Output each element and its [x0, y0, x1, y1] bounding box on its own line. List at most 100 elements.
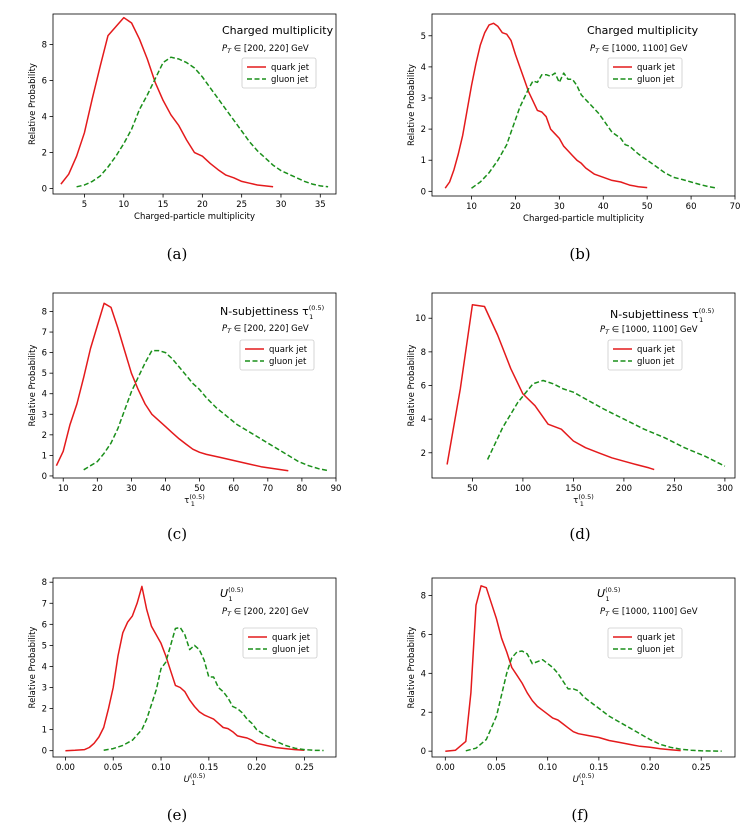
y-tick-label: 0	[421, 187, 426, 197]
x-tick-label: 0.00	[436, 763, 455, 773]
legend: quark jet gluon jet	[239, 339, 315, 371]
y-tick-label: 3	[42, 410, 47, 420]
x-tick-label: 70	[730, 202, 741, 212]
legend-gluon-label: gluon jet	[269, 357, 307, 367]
x-tick-label: 0.10	[152, 763, 171, 773]
x-tick-label: 0.25	[295, 763, 314, 773]
gluon-jet-line	[83, 349, 330, 472]
y-tick-label: 5	[42, 369, 47, 379]
plot-subtitle: PT ∈ [1000, 1100] GeV	[590, 44, 688, 55]
legend-quark-label: quark jet	[637, 345, 676, 355]
x-tick-label: 5	[82, 200, 87, 210]
plot-subtitle: PT ∈ [200, 220] GeV	[222, 44, 309, 55]
y-tick-label: 2	[421, 449, 426, 459]
y-axis-label: Relative Probability	[28, 345, 38, 427]
y-tick-label: 1	[421, 156, 426, 166]
plot-title: N-subjettiness τ(0.5) 1	[220, 304, 324, 321]
y-tick-label: 2	[42, 431, 47, 441]
y-axis-label: Relative Probability	[28, 63, 38, 145]
x-tick-label: 150	[565, 484, 581, 494]
y-tick-label: 6	[42, 77, 47, 87]
y-tick-label: 4	[421, 63, 426, 73]
y-tick-label: 2	[421, 708, 426, 718]
legend-box	[607, 627, 683, 659]
x-tick-label: 40	[160, 484, 171, 494]
y-tick-label: 0	[42, 747, 47, 757]
x-tick-label: 60	[228, 484, 239, 494]
legend-box	[239, 339, 315, 371]
x-tick-label: 20	[92, 484, 103, 494]
y-tick-label: 0	[42, 185, 47, 195]
y-tick-label: 4	[42, 390, 47, 400]
legend-gluon-label: gluon jet	[637, 357, 675, 367]
y-tick-label: 6	[421, 382, 426, 392]
y-axis-label: Relative Probability	[28, 627, 38, 709]
x-tick-label: 40	[598, 202, 609, 212]
y-tick-label: 8	[421, 348, 426, 358]
x-axis-label: τ(0.5) 1	[573, 493, 594, 508]
x-tick-label: 50	[467, 484, 478, 494]
x-tick-label: 0.15	[199, 763, 218, 773]
x-tick-label: 0.15	[589, 763, 608, 773]
subfigure-caption: (f)	[571, 806, 588, 824]
legend: quark jet gluon jet	[241, 57, 317, 89]
x-tick-label: 0.25	[692, 763, 711, 773]
x-tick-label: 15	[158, 200, 169, 210]
quark-jet-line	[55, 302, 289, 472]
plot-title: Charged multiplicity	[222, 24, 334, 37]
legend-gluon-label: gluon jet	[637, 645, 675, 655]
x-tick-label: 0.05	[104, 763, 123, 773]
subplot-b: 10 20 30 40 50 60 70 0 1 2 3 4 5 Relative Probability…	[407, 13, 741, 263]
plot-subtitle: PT ∈ [1000, 1100] GeV	[600, 607, 698, 618]
y-tick-label: 4	[42, 113, 47, 123]
legend: quark jet gluon jet	[607, 57, 683, 89]
gluon-jet-line	[465, 650, 722, 752]
subfigure-caption: (b)	[569, 245, 590, 263]
x-tick-label: 50	[642, 202, 653, 212]
axes-frame	[52, 577, 337, 758]
x-tick-label: 20	[510, 202, 521, 212]
y-tick-label: 4	[421, 415, 426, 425]
x-tick-label: 100	[515, 484, 531, 494]
subplot-c: 10 20 30 40 50 60 70 80 90 0 1 2 3 4 5 6 7 8 Relative Prob…	[28, 292, 342, 543]
gluon-jet-line	[103, 626, 324, 752]
x-axis-label: Charged-particle multiplicity	[134, 212, 255, 222]
subfigure-caption: (a)	[167, 245, 188, 263]
x-tick-label: 200	[616, 484, 632, 494]
y-tick-label: 3	[421, 94, 426, 104]
y-axis-label: Relative Probability	[407, 627, 417, 709]
x-axis-label: U(0.5) 1	[573, 772, 595, 787]
legend-gluon-label: gluon jet	[272, 645, 310, 655]
x-tick-label: 0.10	[538, 763, 557, 773]
y-tick-label: 8	[421, 592, 426, 602]
axes-frame	[52, 13, 337, 195]
plot-title: U(0.5) 1	[220, 586, 243, 603]
legend: quark jet gluon jet	[242, 627, 318, 659]
y-axis-label: Relative Probability	[407, 64, 417, 146]
x-tick-label: 80	[296, 484, 307, 494]
axes-frame	[431, 577, 736, 758]
y-tick-label: 7	[42, 599, 47, 609]
plot-title: Charged multiplicity	[587, 24, 699, 37]
plot-title: N-subjettiness τ(0.5) 1	[610, 307, 714, 324]
x-tick-label: 35	[315, 200, 326, 210]
x-tick-label: 300	[717, 484, 733, 494]
x-tick-label: 20	[197, 200, 208, 210]
legend-box	[607, 339, 683, 371]
legend-quark-label: quark jet	[637, 633, 676, 643]
y-tick-label: 5	[421, 32, 426, 42]
x-tick-label: 60	[686, 202, 697, 212]
plot-subtitle: PT ∈ [200, 220] GeV	[222, 607, 309, 618]
y-tick-label: 1	[42, 451, 47, 461]
y-tick-label: 8	[42, 41, 47, 51]
y-tick-label: 1	[42, 726, 47, 736]
x-tick-label: 90	[331, 484, 342, 494]
x-tick-label: 30	[554, 202, 565, 212]
plot-subtitle: PT ∈ [1000, 1100] GeV	[600, 325, 698, 336]
x-tick-label: 50	[194, 484, 205, 494]
y-tick-label: 7	[42, 328, 47, 338]
legend-quark-label: quark jet	[269, 345, 308, 355]
legend-box	[241, 57, 317, 89]
gluon-jet-line	[486, 379, 726, 467]
y-tick-label: 2	[42, 149, 47, 159]
